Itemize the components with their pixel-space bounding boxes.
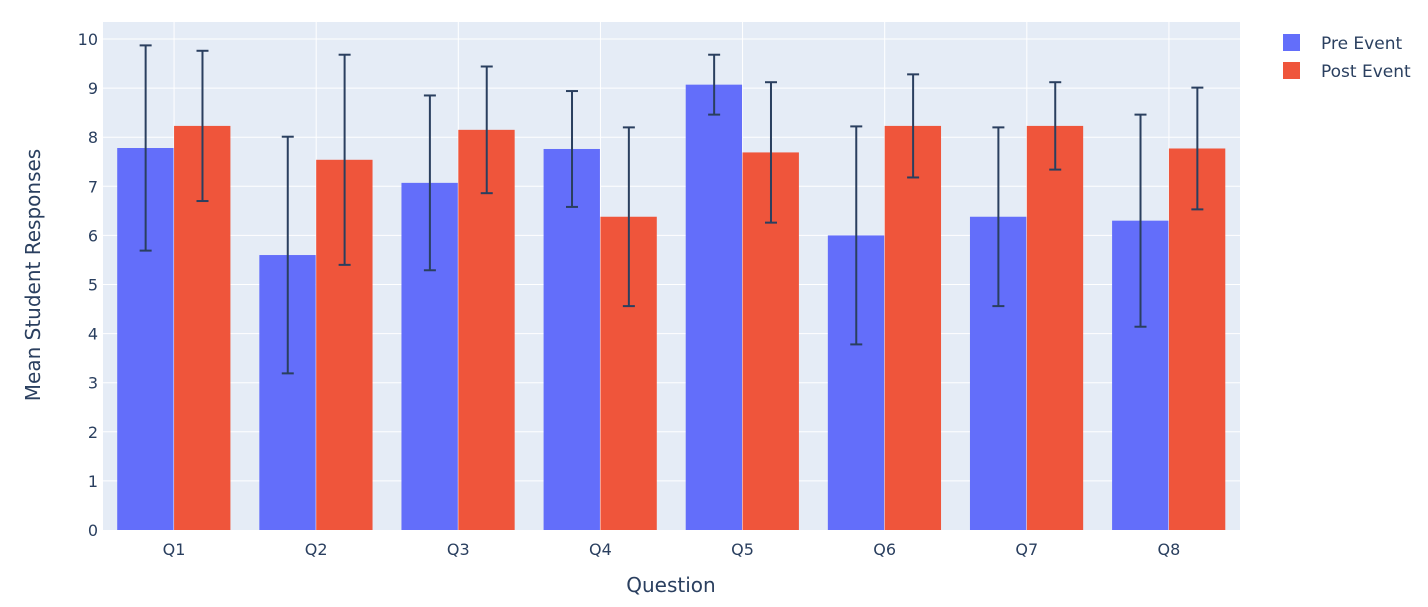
y-tick-label: 3 — [88, 374, 98, 393]
y-tick-label: 2 — [88, 423, 98, 442]
y-tick-label: 9 — [88, 79, 98, 98]
bar-pre-event[interactable] — [543, 148, 600, 530]
legend-item[interactable]: Pre Event — [1283, 34, 1402, 54]
legend-swatch — [1283, 34, 1300, 51]
y-tick-label: 6 — [88, 226, 98, 245]
x-tick-label: Q8 — [1158, 540, 1181, 559]
x-tick-label: Q5 — [731, 540, 754, 559]
error-bar — [622, 126, 635, 308]
bar-pre-event[interactable] — [685, 84, 743, 531]
error-bar — [907, 73, 920, 179]
error-bar — [708, 53, 721, 116]
y-tick-label: 4 — [88, 325, 98, 344]
y-tick-label: 5 — [88, 276, 98, 295]
x-tick-label: Q7 — [1015, 540, 1038, 559]
bar-post-event[interactable] — [1168, 148, 1226, 531]
error-bar — [423, 94, 436, 272]
error-bar — [480, 65, 493, 195]
y-tick-label: 1 — [88, 472, 98, 491]
error-bar — [764, 81, 777, 224]
x-tick-label: Q6 — [873, 540, 896, 559]
y-tick-label: 7 — [88, 177, 98, 196]
legend: Pre Event Post Event — [1283, 34, 1411, 82]
legend-item[interactable]: Post Event — [1283, 62, 1411, 82]
x-tick-label: Q2 — [305, 540, 328, 559]
y-axis-title: Mean Student Responses — [21, 149, 45, 401]
error-bar — [850, 125, 863, 346]
error-bar — [1134, 113, 1147, 328]
y-tick-label: 8 — [88, 128, 98, 147]
error-bar — [992, 126, 1005, 308]
error-bar — [338, 53, 351, 266]
error-bar — [281, 135, 294, 375]
legend-label: Post Event — [1321, 62, 1411, 82]
y-tick-label: 10 — [78, 30, 98, 49]
x-axis-title: Question — [626, 573, 715, 597]
x-tick-label: Q3 — [447, 540, 470, 559]
legend-label: Pre Event — [1321, 34, 1402, 54]
bar-post-event[interactable] — [458, 129, 515, 530]
bar-post-event[interactable] — [1026, 125, 1084, 531]
y-tick-label: 0 — [88, 521, 98, 540]
legend-swatch — [1283, 62, 1300, 79]
error-bar — [139, 44, 152, 252]
error-bar — [1191, 86, 1204, 211]
error-bar — [196, 49, 209, 203]
x-tick-label: Q1 — [163, 540, 186, 559]
x-tick-label: Q4 — [589, 540, 612, 559]
error-bar — [566, 90, 579, 208]
error-bar — [1049, 81, 1062, 171]
bar-post-event[interactable] — [884, 125, 942, 531]
